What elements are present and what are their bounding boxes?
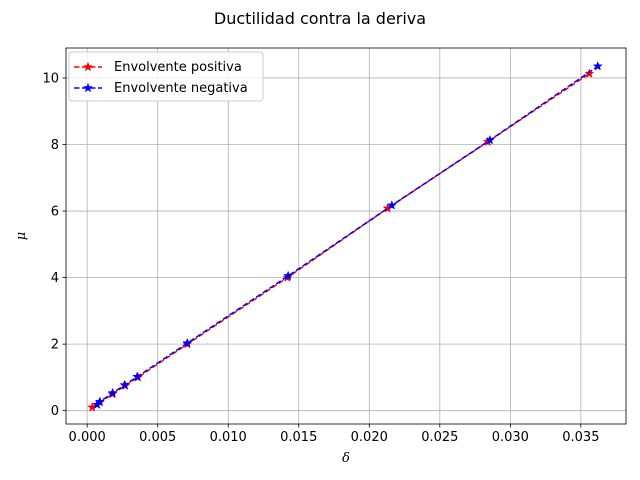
- legend-star: [82, 82, 94, 93]
- data-point: [107, 387, 118, 398]
- data-point: [182, 337, 193, 348]
- x-tick-label: 0.015: [280, 430, 317, 445]
- x-tick-label: 0.000: [69, 430, 106, 445]
- y-tick-label: 2: [51, 338, 59, 353]
- data-point: [592, 60, 603, 71]
- x-tick-label: 0.030: [492, 430, 529, 445]
- data-point: [386, 200, 397, 210]
- legend-label-negativa: Envolvente negativa: [114, 81, 248, 96]
- x-tick-label: 0.005: [139, 430, 176, 445]
- legend-marker-negativa: [82, 82, 94, 93]
- y-tick-label: 6: [51, 205, 59, 220]
- ticks: 0.000 0.005 0.010 0.015 0.020 0.025 0.030 0.035…: [42, 71, 599, 445]
- y-tick-label: 8: [51, 138, 59, 153]
- legend-label-positiva: Envolvente positiva: [114, 60, 242, 75]
- y-tick-label: 10: [42, 71, 59, 86]
- series-envolvente-negativa: [92, 60, 603, 409]
- y-tick-label: 0: [51, 404, 59, 419]
- data-point: [283, 270, 294, 281]
- plot-frame: [65, 47, 627, 425]
- y-axis-label: μ: [14, 232, 29, 240]
- data-point: [132, 371, 143, 382]
- legend: Envolvente positiva Envolvente negativa: [68, 51, 264, 102]
- x-tick-label: 0.010: [210, 430, 247, 445]
- chart-title: Ductilidad contra la deriva: [214, 9, 426, 28]
- data-point: [484, 134, 495, 145]
- x-tick-label: 0.020: [351, 430, 388, 445]
- series-layer: [87, 60, 603, 412]
- data-point: [119, 379, 130, 390]
- x-axis-label: δ: [342, 451, 350, 466]
- y-tick-label: 4: [51, 271, 59, 286]
- grid: [66, 48, 626, 424]
- x-tick-label: 0.025: [421, 430, 458, 445]
- legend-box: [68, 51, 264, 102]
- x-tick-label: 0.035: [562, 430, 599, 445]
- series-line: [96, 65, 599, 406]
- data-point: [584, 68, 595, 78]
- data-point: [94, 396, 105, 407]
- legend-star: [82, 61, 94, 72]
- legend-marker-positiva: [82, 61, 94, 72]
